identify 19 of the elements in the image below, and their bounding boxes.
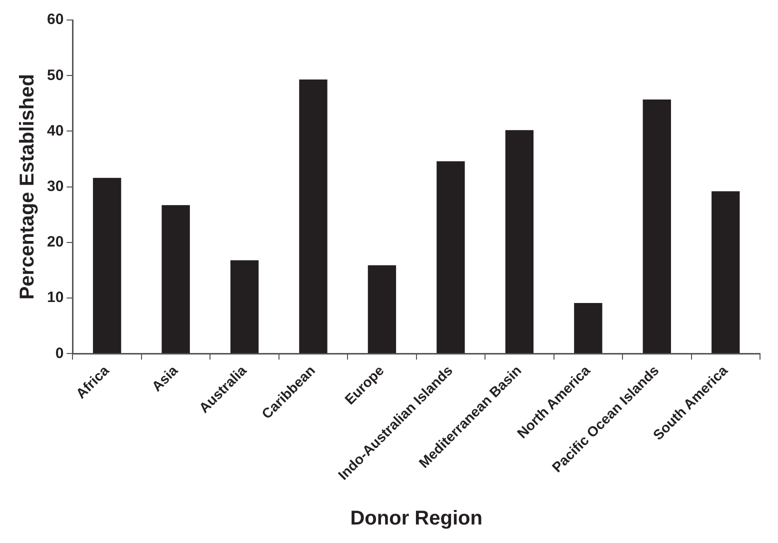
bar <box>230 260 259 354</box>
y-tick-label: 30 <box>46 178 64 195</box>
y-tick-label: 10 <box>46 289 64 306</box>
bar <box>642 100 671 354</box>
y-tick-label: 60 <box>46 11 64 28</box>
y-tick-label: 40 <box>46 122 64 140</box>
bar <box>436 161 465 354</box>
bar <box>368 265 396 354</box>
x-axis-title: Donor Region <box>350 508 482 530</box>
bar <box>505 130 534 354</box>
y-tick-label: 50 <box>46 66 64 84</box>
bar <box>574 303 602 354</box>
bar <box>712 191 740 354</box>
bar <box>162 205 190 354</box>
bar <box>92 178 122 354</box>
y-axis-title: Percentage Established <box>16 74 39 300</box>
bar <box>299 80 328 354</box>
y-tick-label: 0 <box>55 344 64 362</box>
y-tick-label: 20 <box>46 234 64 251</box>
